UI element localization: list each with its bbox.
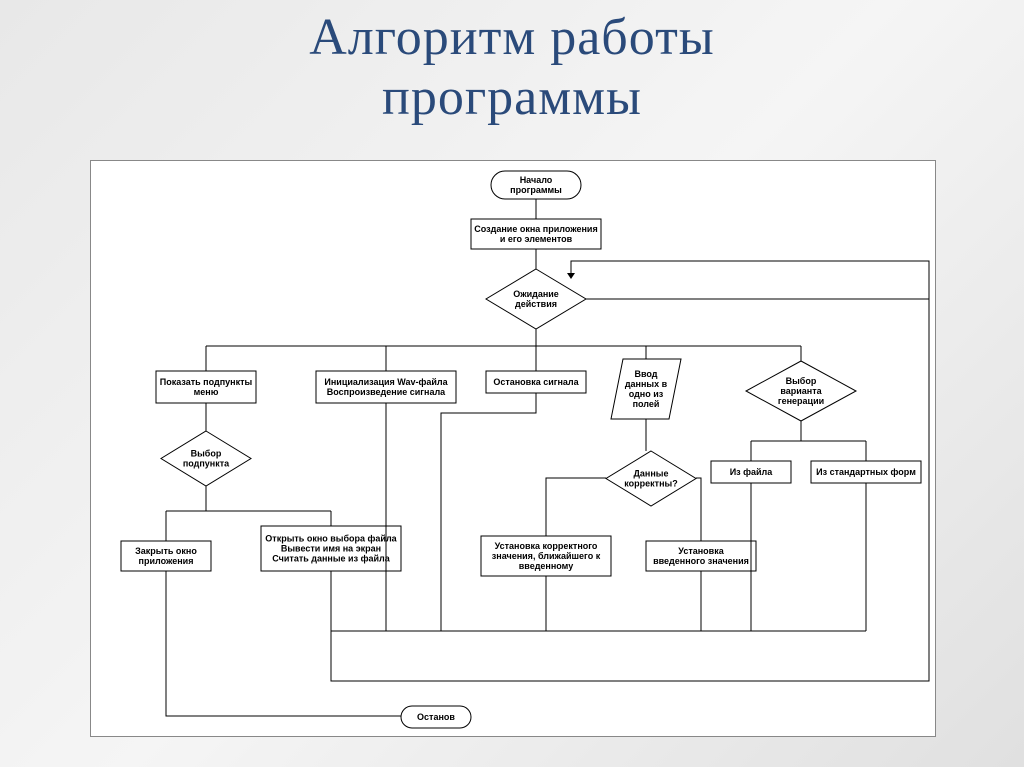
svg-text:приложения: приложения <box>139 556 194 566</box>
svg-text:Воспроизведение сигнала: Воспроизведение сигнала <box>327 387 446 397</box>
edge <box>441 393 536 631</box>
svg-text:Закрыть окно: Закрыть окно <box>135 546 197 556</box>
svg-text:Данные: Данные <box>634 469 669 479</box>
svg-text:и его элементов: и его элементов <box>500 234 573 244</box>
svg-text:Остановка сигнала: Остановка сигнала <box>493 377 579 387</box>
arrowhead <box>567 273 575 279</box>
svg-text:Установка корректного: Установка корректного <box>495 541 598 551</box>
svg-text:генерации: генерации <box>778 396 824 406</box>
svg-text:Показать подпункты: Показать подпункты <box>160 377 253 387</box>
svg-text:одно из: одно из <box>629 389 664 399</box>
svg-text:действия: действия <box>515 299 557 309</box>
svg-text:программы: программы <box>510 185 562 195</box>
flowchart-canvas: Началопрограммы Создание окна приложенияи… <box>90 160 936 737</box>
svg-text:данных в: данных в <box>625 379 668 389</box>
svg-text:Создание окна приложения: Создание окна приложения <box>474 224 597 234</box>
svg-text:введенного значения: введенного значения <box>653 556 749 566</box>
svg-text:Из файла: Из файла <box>730 467 774 477</box>
edge <box>696 478 701 541</box>
svg-text:Ожидание: Ожидание <box>513 289 559 299</box>
svg-text:Выбор: Выбор <box>191 449 222 459</box>
svg-text:Останов: Останов <box>417 712 455 722</box>
svg-text:подпункта: подпункта <box>183 459 230 469</box>
svg-text:Начало: Начало <box>520 175 553 185</box>
svg-text:меню: меню <box>194 387 219 397</box>
svg-text:введенному: введенному <box>519 561 573 571</box>
svg-text:Установка: Установка <box>678 546 724 556</box>
flowchart-svg: Началопрограммы Создание окна приложенияи… <box>91 161 935 736</box>
title-line-2: программы <box>382 69 642 126</box>
svg-text:значения, ближайшего к: значения, ближайшего к <box>492 551 601 561</box>
svg-text:Открыть окно выбора файла: Открыть окно выбора файла <box>265 534 397 544</box>
svg-text:Выбор: Выбор <box>786 376 817 386</box>
svg-text:корректны?: корректны? <box>624 479 677 489</box>
svg-text:Ввод: Ввод <box>634 369 657 379</box>
edge <box>546 478 606 536</box>
svg-text:Считать данные из файла: Считать данные из файла <box>272 554 390 564</box>
svg-text:Инициализация Wav-файла: Инициализация Wav-файла <box>324 377 448 387</box>
svg-text:Вывести имя на экран: Вывести имя на экран <box>281 544 381 554</box>
svg-text:варианта: варианта <box>780 386 822 396</box>
slide-title: Алгоритм работы программы <box>0 0 1024 128</box>
svg-text:Из стандартных форм: Из стандартных форм <box>816 467 916 477</box>
edge <box>166 571 401 716</box>
title-line-1: Алгоритм работы <box>309 9 715 66</box>
svg-text:полей: полей <box>633 399 660 409</box>
slide: Алгоритм работы программы Началопрограмм… <box>0 0 1024 767</box>
